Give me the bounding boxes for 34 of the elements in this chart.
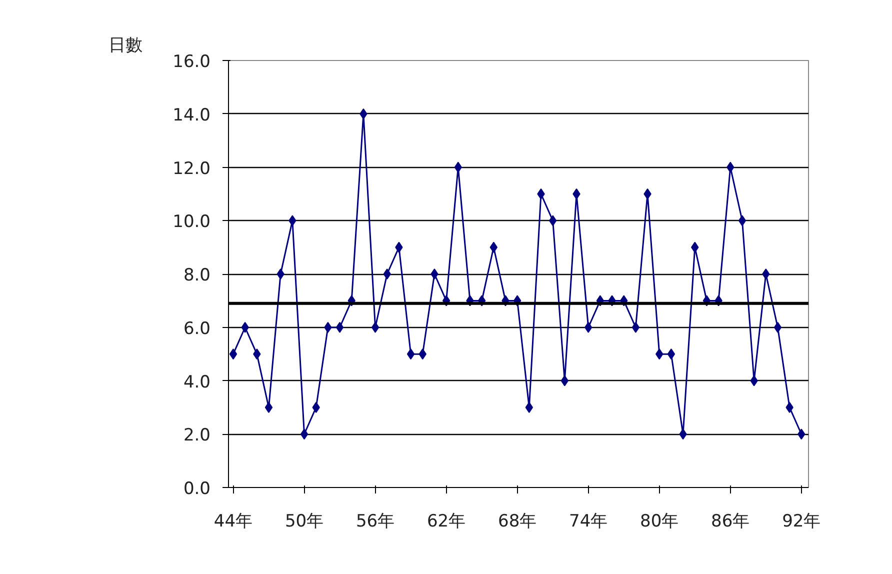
y-tick-label: 10.0: [172, 212, 211, 232]
point: [276, 268, 284, 280]
point: [774, 322, 782, 333]
x-tick-label: 44年: [214, 512, 253, 532]
y-tick-label: 2.0: [183, 426, 211, 446]
point: [548, 215, 557, 226]
y-tick-label: 14.0: [172, 105, 211, 126]
point: [406, 348, 415, 360]
y-tick-label: 4.0: [183, 372, 211, 392]
x-tick-label: 74年: [569, 512, 608, 532]
x-tick-label: 86年: [711, 512, 750, 532]
y-tick-label: 0.0: [183, 479, 211, 499]
point: [738, 215, 746, 226]
point: [371, 322, 380, 333]
x-tick-label: 50年: [284, 512, 324, 532]
y-tick-label: 6.0: [183, 318, 211, 339]
point: [632, 322, 640, 333]
y-tick-label: 8.0: [183, 266, 211, 286]
point: [264, 402, 273, 413]
point: [430, 268, 438, 280]
point: [762, 268, 770, 280]
point: [383, 268, 391, 280]
point: [667, 348, 676, 360]
x-tick-label: 62年: [426, 512, 466, 532]
point: [229, 348, 238, 360]
y-axis-title: 日數: [108, 36, 142, 56]
x-tick-label: 68年: [498, 512, 537, 532]
y-tick-label: 12.0: [172, 158, 211, 179]
x-tick-label: 92年: [782, 512, 821, 532]
point: [300, 428, 308, 440]
x-tick-label: 56年: [356, 512, 395, 532]
x-tick-label: 80年: [640, 512, 679, 532]
point: [336, 322, 344, 333]
y-tick-label: 16.0: [172, 52, 211, 72]
